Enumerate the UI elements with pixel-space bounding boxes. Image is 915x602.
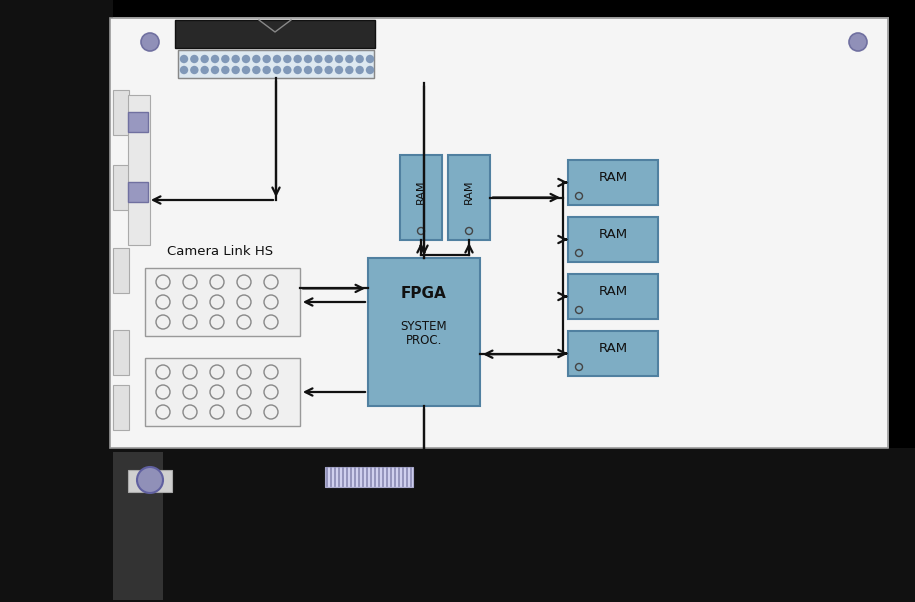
Bar <box>145 268 300 336</box>
Circle shape <box>210 66 220 74</box>
Circle shape <box>283 55 292 63</box>
Bar <box>0 0 112 602</box>
Bar <box>145 358 300 426</box>
Bar <box>110 18 888 448</box>
Bar <box>128 182 148 202</box>
Circle shape <box>263 66 271 74</box>
Text: SYSTEM: SYSTEM <box>401 320 447 332</box>
Circle shape <box>221 55 230 63</box>
Circle shape <box>294 66 302 74</box>
Circle shape <box>253 55 261 63</box>
Bar <box>568 160 658 205</box>
Circle shape <box>210 55 220 63</box>
Text: RAM: RAM <box>598 342 628 355</box>
Circle shape <box>180 55 188 63</box>
Bar <box>113 248 129 293</box>
Circle shape <box>325 66 333 74</box>
Bar <box>128 112 148 132</box>
Circle shape <box>221 66 230 74</box>
Circle shape <box>190 55 199 63</box>
Text: RAM: RAM <box>598 228 628 241</box>
Circle shape <box>366 55 374 63</box>
Circle shape <box>304 55 312 63</box>
Bar <box>110 18 888 448</box>
Circle shape <box>273 55 281 63</box>
Bar <box>128 470 172 492</box>
Bar <box>448 155 490 240</box>
Circle shape <box>345 66 353 74</box>
Bar <box>113 449 915 602</box>
Bar <box>113 90 129 135</box>
Circle shape <box>253 66 261 74</box>
Circle shape <box>335 66 343 74</box>
Circle shape <box>180 66 188 74</box>
Circle shape <box>366 66 374 74</box>
Bar <box>113 385 129 430</box>
Bar <box>112 448 915 602</box>
Circle shape <box>335 55 343 63</box>
Text: PCIe x4 G2: PCIe x4 G2 <box>277 449 346 462</box>
Bar <box>113 165 129 210</box>
Text: RAM: RAM <box>416 179 426 203</box>
Text: RAM: RAM <box>464 179 474 203</box>
Circle shape <box>242 66 250 74</box>
Circle shape <box>190 66 199 74</box>
Circle shape <box>314 66 322 74</box>
Circle shape <box>231 55 240 63</box>
Circle shape <box>314 55 322 63</box>
Circle shape <box>137 467 163 493</box>
Bar <box>113 452 163 600</box>
Circle shape <box>325 55 333 63</box>
Bar <box>0 0 113 602</box>
Bar <box>175 20 375 48</box>
Circle shape <box>200 66 209 74</box>
Circle shape <box>355 55 364 63</box>
Text: RAM: RAM <box>598 171 628 184</box>
Bar <box>400 155 442 240</box>
Circle shape <box>141 33 159 51</box>
Bar <box>568 274 658 319</box>
Circle shape <box>355 66 364 74</box>
Circle shape <box>200 55 209 63</box>
Text: PROC.: PROC. <box>406 335 442 347</box>
Bar <box>110 18 888 448</box>
Circle shape <box>242 55 250 63</box>
Bar <box>368 258 480 406</box>
Bar <box>325 467 413 487</box>
Circle shape <box>263 55 271 63</box>
Circle shape <box>294 55 302 63</box>
Circle shape <box>304 66 312 74</box>
Bar <box>178 50 374 78</box>
Bar <box>178 50 374 78</box>
Circle shape <box>283 66 292 74</box>
Text: FPGA: FPGA <box>401 285 447 300</box>
Bar <box>162 452 202 600</box>
Bar <box>128 95 150 245</box>
Circle shape <box>345 55 353 63</box>
Circle shape <box>273 66 281 74</box>
Bar <box>568 217 658 262</box>
Circle shape <box>231 66 240 74</box>
Text: Camera Link HS: Camera Link HS <box>167 245 273 258</box>
Bar <box>568 331 658 376</box>
Text: RAM: RAM <box>598 285 628 298</box>
Bar <box>113 330 129 375</box>
Circle shape <box>849 33 867 51</box>
